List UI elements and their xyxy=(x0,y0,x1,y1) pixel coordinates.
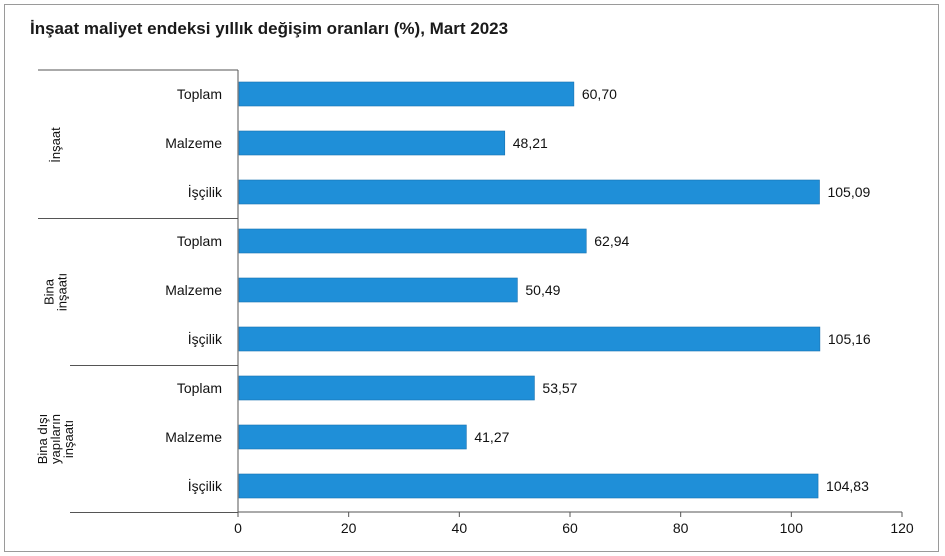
group-label: Bina dışıyapılarıninşaatı xyxy=(35,414,76,465)
category-label: Toplam xyxy=(177,380,222,396)
x-tick-label: 100 xyxy=(780,520,804,536)
data-label: 48,21 xyxy=(513,135,548,151)
category-label: Toplam xyxy=(177,233,222,249)
category-label: İşçilik xyxy=(188,477,223,494)
group-label-line: yapıların xyxy=(48,414,63,464)
data-label: 105,09 xyxy=(827,184,870,200)
x-tick-label: 120 xyxy=(890,520,914,536)
bar xyxy=(238,130,506,156)
group-label-line: İnşaat xyxy=(48,127,63,163)
group-label-line: inşaatı xyxy=(61,420,76,458)
group-label: Binainşaatı xyxy=(42,273,70,311)
x-tick-label: 0 xyxy=(234,520,242,536)
data-label: 41,27 xyxy=(474,429,509,445)
bar xyxy=(238,228,587,254)
category-label: İşçilik xyxy=(188,183,223,200)
group-label-line: Bina dışı xyxy=(35,414,50,465)
x-tick-label: 40 xyxy=(452,520,468,536)
data-label: 53,57 xyxy=(542,380,577,396)
category-label: Malzeme xyxy=(165,282,222,298)
bar xyxy=(238,277,518,303)
group-label: İnşaat xyxy=(48,127,63,163)
data-label: 50,49 xyxy=(525,282,560,298)
bar xyxy=(238,375,535,401)
bar xyxy=(238,179,820,205)
group-label-line: inşaatı xyxy=(55,273,70,311)
bar xyxy=(238,424,467,450)
category-label: İşçilik xyxy=(188,330,223,347)
data-label: 60,70 xyxy=(582,86,617,102)
chart-title: İnşaat maliyet endeksi yıllık değişim or… xyxy=(30,19,509,38)
bar xyxy=(238,81,575,107)
bar xyxy=(238,473,819,499)
x-tick-label: 20 xyxy=(341,520,357,536)
x-tick-label: 60 xyxy=(562,520,578,536)
group-label-line: Bina xyxy=(42,278,57,305)
x-tick-label: 80 xyxy=(673,520,689,536)
bar xyxy=(238,326,821,352)
data-label: 62,94 xyxy=(594,233,629,249)
category-label: Toplam xyxy=(177,86,222,102)
data-label: 104,83 xyxy=(826,478,869,494)
data-label: 105,16 xyxy=(828,331,871,347)
category-label: Malzeme xyxy=(165,429,222,445)
category-label: Malzeme xyxy=(165,135,222,151)
